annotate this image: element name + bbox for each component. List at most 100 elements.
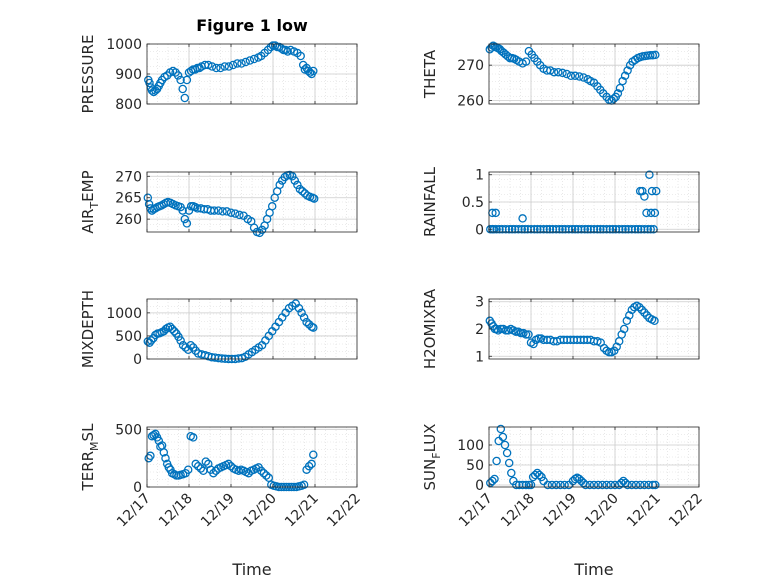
data-point bbox=[627, 225, 637, 234]
data-point bbox=[144, 453, 153, 463]
data-point bbox=[498, 432, 508, 442]
data-point bbox=[564, 225, 574, 234]
data-point bbox=[214, 206, 223, 215]
axes-box bbox=[146, 426, 358, 488]
y-tick-label: 50 bbox=[466, 458, 484, 474]
data-point bbox=[235, 210, 244, 220]
data-point bbox=[492, 456, 501, 466]
data-point bbox=[266, 42, 276, 52]
data-point bbox=[241, 57, 250, 67]
data-point bbox=[581, 480, 590, 490]
y-tick-label: 0 bbox=[475, 222, 484, 238]
x-axis-label-left: Time bbox=[231, 560, 271, 579]
data-point bbox=[570, 71, 580, 81]
data-point bbox=[599, 343, 609, 353]
y-tick-label: 1 bbox=[475, 168, 484, 184]
data-point bbox=[596, 225, 605, 234]
data-point bbox=[180, 93, 190, 103]
data-point bbox=[507, 468, 516, 478]
data-point bbox=[555, 225, 564, 234]
data-point bbox=[237, 59, 246, 68]
data-point bbox=[580, 225, 590, 234]
y-tick-label: 260 bbox=[457, 93, 484, 109]
y-tick-label: 260 bbox=[115, 212, 142, 228]
data-point bbox=[650, 208, 660, 218]
data-point bbox=[191, 346, 200, 355]
y-tick-label: 800 bbox=[115, 97, 142, 113]
data-point bbox=[521, 57, 531, 66]
data-point bbox=[167, 324, 177, 334]
data-point bbox=[623, 480, 632, 490]
data-point bbox=[521, 480, 531, 490]
data-point bbox=[547, 480, 557, 490]
data-point bbox=[583, 225, 592, 234]
data-point bbox=[295, 184, 305, 194]
data-point bbox=[170, 327, 179, 336]
y-axis-label: TERRMSL bbox=[79, 423, 101, 492]
y-tick-label: 265 bbox=[115, 191, 142, 207]
data-point bbox=[551, 225, 561, 234]
y-axis-label: AIRTEMP bbox=[79, 170, 101, 233]
data-point bbox=[500, 440, 510, 450]
data-point bbox=[638, 186, 647, 196]
data-point bbox=[224, 459, 233, 469]
data-point bbox=[651, 480, 660, 490]
data-point bbox=[533, 225, 542, 234]
data-point bbox=[256, 466, 266, 476]
data-point bbox=[627, 480, 637, 490]
data-point bbox=[615, 83, 625, 93]
subplot-h2omixra: 1 2 3 H2OMIXRA bbox=[421, 288, 700, 369]
y-tick-label: 0 bbox=[133, 352, 142, 368]
y-tick-label: 3 bbox=[475, 295, 484, 311]
data-point bbox=[490, 474, 499, 484]
axes-box bbox=[488, 43, 700, 105]
data-point bbox=[309, 194, 319, 203]
y-tick-label: 0 bbox=[475, 478, 484, 494]
y-tick-label: 500 bbox=[115, 329, 142, 345]
y-axis-label: SUNFLUX bbox=[421, 424, 443, 491]
data-point bbox=[627, 305, 637, 315]
data-point bbox=[257, 225, 267, 235]
data-point bbox=[298, 187, 307, 196]
subplot-rainfall: 0 0.5 1 RAINFALL bbox=[421, 166, 700, 238]
data-point bbox=[293, 180, 302, 190]
data-point bbox=[613, 89, 623, 98]
data-point bbox=[646, 225, 655, 234]
data-point bbox=[517, 225, 527, 234]
data-point bbox=[643, 225, 653, 234]
data-point bbox=[618, 76, 627, 86]
data-point bbox=[539, 225, 548, 234]
subplot-mixdepth: 0 500 1000 MIXDEPTH bbox=[79, 290, 358, 368]
data-point bbox=[646, 51, 655, 60]
data-point bbox=[593, 480, 603, 490]
data-point bbox=[193, 461, 203, 471]
data-point bbox=[647, 186, 657, 196]
data-point bbox=[173, 71, 183, 80]
axes-box bbox=[146, 298, 358, 360]
data-point bbox=[288, 172, 297, 181]
data-point bbox=[492, 225, 501, 234]
data-point bbox=[520, 225, 529, 234]
data-point bbox=[554, 67, 563, 77]
data-point bbox=[635, 302, 644, 312]
data-point bbox=[176, 75, 185, 85]
data-point bbox=[147, 86, 157, 95]
data-point bbox=[524, 330, 533, 339]
data-point bbox=[518, 480, 527, 490]
data-point bbox=[589, 225, 599, 234]
data-point bbox=[558, 68, 567, 78]
data-point bbox=[501, 225, 511, 234]
data-point bbox=[598, 480, 607, 490]
data-point bbox=[165, 322, 175, 331]
data-point bbox=[537, 472, 546, 482]
data-point bbox=[642, 208, 651, 218]
data-point bbox=[526, 225, 536, 234]
data-point bbox=[543, 480, 553, 490]
data-point bbox=[281, 45, 290, 55]
data-point bbox=[212, 63, 221, 73]
data-point bbox=[178, 206, 187, 215]
data-point bbox=[186, 340, 195, 350]
y-tick-label: 2 bbox=[475, 322, 484, 338]
data-point bbox=[650, 316, 659, 326]
y-axis-label: PRESSURE bbox=[79, 35, 97, 114]
